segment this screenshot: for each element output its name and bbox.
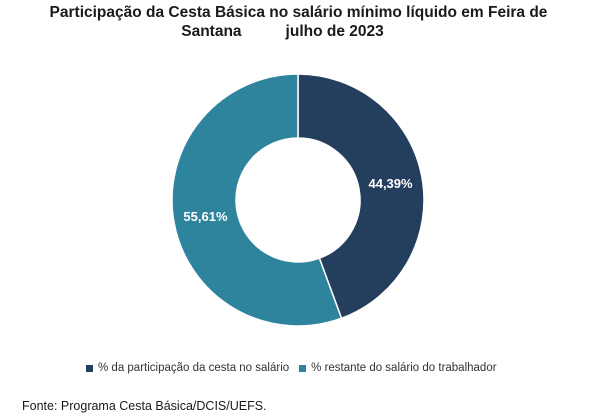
- legend-item-cesta: % da participação da cesta no salário: [86, 362, 289, 374]
- chart-title-line1: Participação da Cesta Básica no salário …: [49, 4, 548, 21]
- chart-title-place: Santana: [181, 23, 242, 40]
- legend-item-restante: % restante do salário do trabalhador: [299, 362, 497, 374]
- source-note: Fonte: Programa Cesta Básica/DCIS/UEFS.: [22, 399, 267, 413]
- chart-title-date: julho de 2023: [285, 23, 384, 40]
- chart-legend: % da participação da cesta no salário % …: [86, 362, 507, 374]
- donut-chart: 44,39% 55,61%: [171, 73, 425, 327]
- donut-slice-0: [297, 73, 425, 320]
- donut-label-1: 55,61%: [183, 209, 228, 224]
- donut-slice-1: [171, 73, 343, 327]
- donut-label-0: 44,39%: [368, 176, 413, 191]
- legend-label-cesta: % da participação da cesta no salário: [98, 362, 290, 374]
- legend-swatch-cesta: [86, 364, 93, 372]
- legend-label-restante: % restante do salário do trabalhador: [311, 362, 497, 374]
- chart-title: Participação da Cesta Básica no salário …: [0, 3, 597, 41]
- legend-swatch-restante: [299, 364, 307, 372]
- chart-title-line2: Santana julho de 2023: [0, 22, 597, 41]
